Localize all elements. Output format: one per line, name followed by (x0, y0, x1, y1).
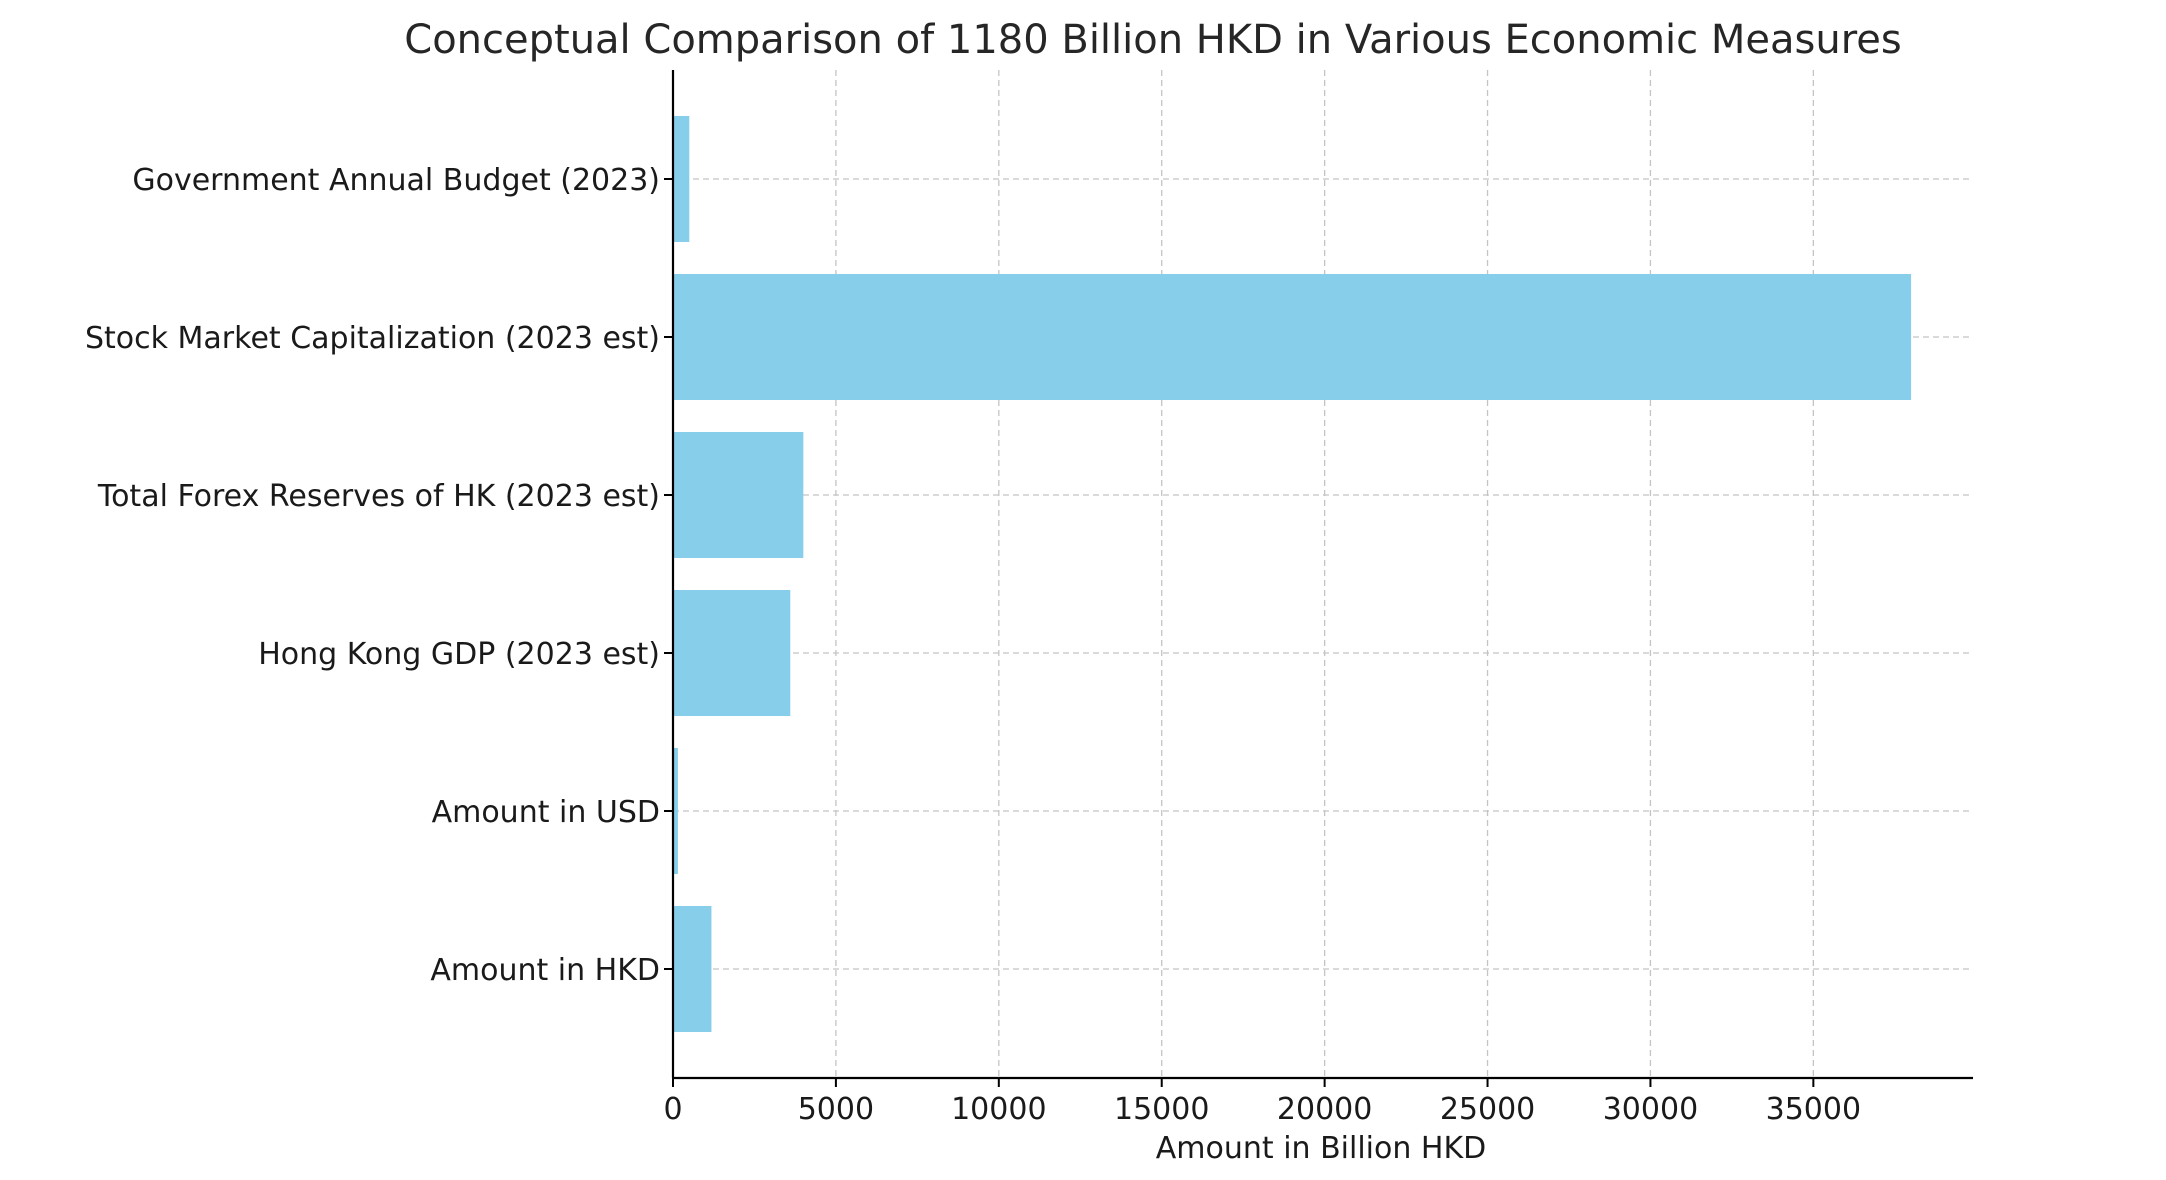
bar-2 (673, 590, 791, 716)
x-axis-label: Amount in Billion HKD (1156, 1131, 1486, 1166)
y-tick-label-4: Stock Market Capitalization (2023 est) (85, 321, 660, 356)
bar-3 (673, 432, 804, 558)
axes: 0 5000 10000 15000 20000 25000 30000 35000 Amoun… (85, 70, 1973, 1127)
y-tick-label-3: Total Forex Reserves of HK (2023 est) (97, 479, 660, 514)
y-tick-label-1: Amount in USD (432, 795, 660, 830)
bar-4 (673, 274, 1912, 400)
x-tick-label-6: 30000 (1603, 1092, 1698, 1127)
x-tick-label-4: 20000 (1277, 1092, 1372, 1127)
y-tick-label-5: Government Annual Budget (2023) (132, 163, 660, 198)
y-tick-label-2: Hong Kong GDP (2023 est) (258, 637, 660, 672)
y-tick-label-0: Amount in HKD (430, 953, 660, 988)
bar-5 (673, 116, 690, 242)
grid-lines (672, 70, 1973, 1078)
x-tick-label-2: 10000 (951, 1092, 1046, 1127)
x-tick-label-1: 5000 (798, 1092, 874, 1127)
x-tick-label-5: 25000 (1440, 1092, 1535, 1127)
bars (673, 116, 1912, 1032)
chart-title: Conceptual Comparison of 1180 Billion HK… (404, 17, 1901, 63)
x-tick-label-0: 0 (663, 1092, 682, 1127)
bar-0 (673, 906, 712, 1032)
bar-1 (673, 748, 678, 874)
x-tick-label-7: 35000 (1766, 1092, 1861, 1127)
x-tick-label-3: 15000 (1114, 1092, 1209, 1127)
